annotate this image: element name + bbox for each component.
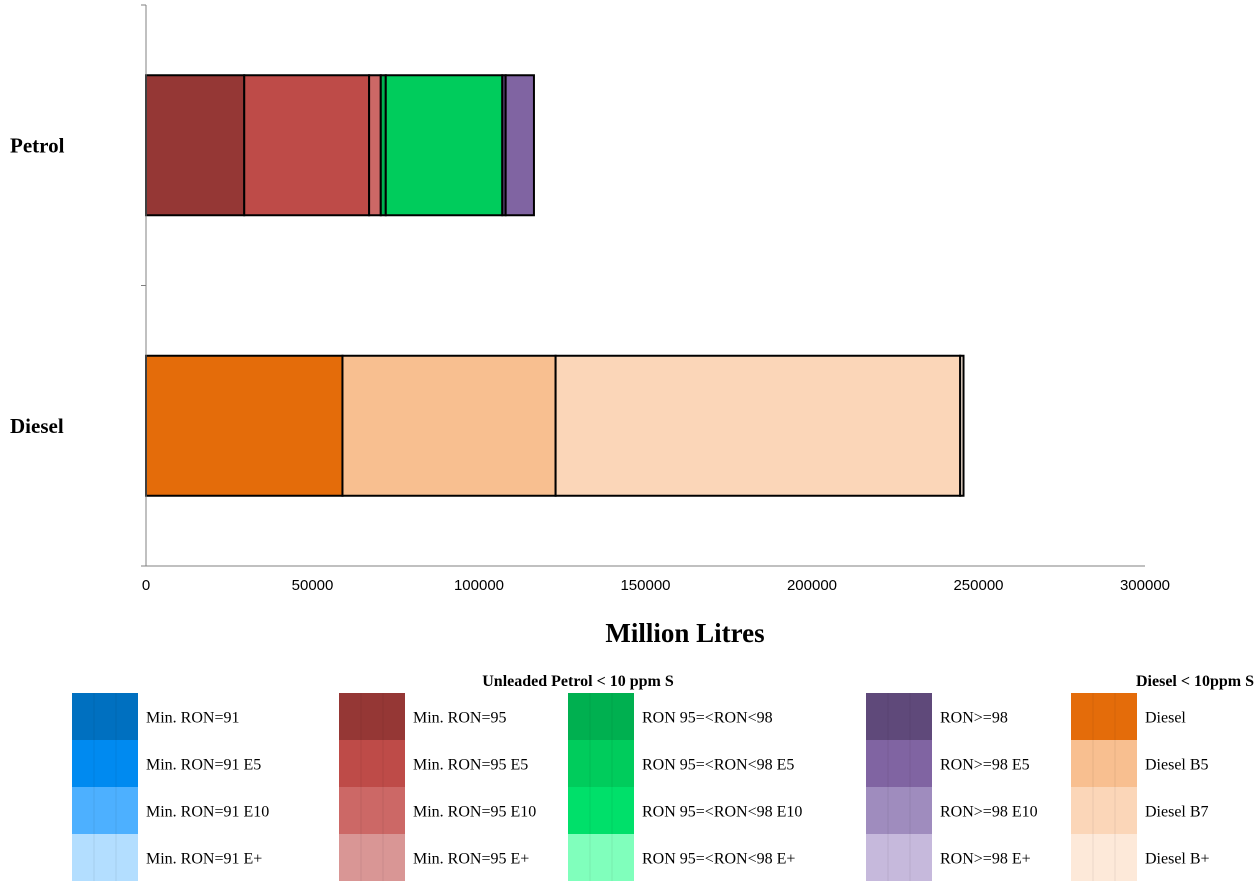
x-tick-label: 200000 (787, 577, 837, 594)
legend-item-ron-98-e5: RON>=98 E5 (866, 740, 1030, 787)
category-label-petrol: Petrol (10, 133, 65, 157)
legend-swatch (72, 787, 138, 834)
legend-swatch (568, 740, 634, 787)
bar-diesel-diesel-b (959, 354, 965, 497)
legend-swatch (568, 834, 634, 881)
bar-petrol-ron-98-e5 (504, 74, 535, 217)
legend-item-min-ron-95-e10: Min. RON=95 E10 (339, 787, 536, 834)
category-labels: Petrol Diesel (10, 133, 65, 438)
legend-label: RON 95=<RON<98 E+ (642, 851, 795, 868)
bars-layer (145, 74, 965, 497)
bar-petrol-min-ron-95 (145, 74, 246, 217)
bar-diesel-diesel (145, 354, 344, 497)
legend-swatch (72, 693, 138, 740)
legend-label: Diesel B+ (1145, 851, 1210, 868)
x-tick-label: 100000 (454, 577, 504, 594)
legend-item-diesel: Diesel (1071, 693, 1186, 740)
legend-label: Min. RON=91 E5 (146, 757, 261, 774)
legend-swatch (72, 834, 138, 881)
legend-item-ron-95-ron-98-e10: RON 95=<RON<98 E10 (568, 787, 802, 834)
bar-petrol-min-ron-95-e5 (243, 74, 371, 217)
x-tick-label: 300000 (1120, 577, 1170, 594)
legend-label: Min. RON=91 E10 (146, 804, 269, 821)
legend-label: Diesel (1145, 710, 1186, 727)
legend-item-ron-95-ron-98-e5: RON 95=<RON<98 E5 (568, 740, 794, 787)
legend-items: Min. RON=91 Min. RON=91 E5 Min. RON=91 E10… (72, 693, 1210, 881)
legend-item-ron-95-ron-98-e: RON 95=<RON<98 E+ (568, 834, 795, 881)
legend-label: Min. RON=91 E+ (146, 851, 262, 868)
x-axis-title: Million Litres (605, 618, 764, 648)
legend-label: RON>=98 E10 (940, 804, 1038, 821)
legend-label: RON>=98 (940, 710, 1008, 727)
y-axis-ticks (141, 4, 146, 567)
x-tick-label: 0 (142, 577, 150, 594)
x-tick-label: 50000 (292, 577, 334, 594)
legend-group-title-diesel: Diesel < 10ppm S (1136, 673, 1254, 690)
legend-item-min-ron-95-e5: Min. RON=95 E5 (339, 740, 528, 787)
legend-label: RON>=98 E+ (940, 851, 1031, 868)
legend-label: Min. RON=91 (146, 710, 239, 727)
legend-item-ron-95-ron-98: RON 95=<RON<98 (568, 693, 773, 740)
legend-swatch (339, 740, 405, 787)
legend-label: Min. RON=95 E5 (413, 757, 528, 774)
legend-item-ron-98-e: RON>=98 E+ (866, 834, 1031, 881)
legend-swatch (339, 834, 405, 881)
x-tick-label: 150000 (620, 577, 670, 594)
legend-label: Min. RON=95 (413, 710, 506, 727)
legend-swatch (866, 787, 932, 834)
x-tick-label: 250000 (953, 577, 1003, 594)
legend-label: Min. RON=95 E+ (413, 851, 529, 868)
legend-item-min-ron-95-e: Min. RON=95 E+ (339, 834, 529, 881)
legend-label: RON 95=<RON<98 E5 (642, 757, 794, 774)
legend-item-min-ron-91-e10: Min. RON=91 E10 (72, 787, 269, 834)
bar-diesel-diesel-b7 (554, 354, 962, 497)
legend-item-min-ron-95: Min. RON=95 (339, 693, 506, 740)
legend-swatch (1071, 787, 1137, 834)
legend-group-title-petrol: Unleaded Petrol < 10 ppm S (482, 673, 674, 690)
plot-area: Petrol Diesel 0 50000 100000 150000 200000 250… (10, 4, 1170, 594)
legend-label: RON 95=<RON<98 E10 (642, 804, 802, 821)
legend-swatch (1071, 740, 1137, 787)
x-tick-labels: 0 50000 100000 150000 200000 250000 300000 (142, 577, 1170, 594)
legend-swatch (866, 834, 932, 881)
legend-swatch (866, 740, 932, 787)
legend-item-ron-98: RON>=98 (866, 693, 1008, 740)
legend-label: Diesel B5 (1145, 757, 1209, 774)
legend-item-min-ron-91: Min. RON=91 (72, 693, 239, 740)
legend-swatch (339, 787, 405, 834)
bar-petrol-ron-95-ron-98-e5 (384, 74, 504, 217)
legend-swatch (339, 693, 405, 740)
bar-petrol-min-ron-95-e10 (368, 74, 382, 217)
legend-item-diesel-b: Diesel B+ (1071, 834, 1210, 881)
legend-item-diesel-b7: Diesel B7 (1071, 787, 1209, 834)
legend-label: Diesel B7 (1145, 804, 1209, 821)
category-label-diesel: Diesel (10, 414, 64, 438)
legend-swatch (1071, 834, 1137, 881)
legend: Unleaded Petrol < 10 ppm S Diesel < 10pp… (72, 673, 1254, 881)
legend-item-min-ron-91-e: Min. RON=91 E+ (72, 834, 262, 881)
legend-swatch (568, 787, 634, 834)
legend-label: RON>=98 E5 (940, 757, 1030, 774)
legend-swatch (866, 693, 932, 740)
legend-item-min-ron-91-e5: Min. RON=91 E5 (72, 740, 261, 787)
legend-label: Min. RON=95 E10 (413, 804, 536, 821)
legend-item-diesel-b5: Diesel B5 (1071, 740, 1209, 787)
bar-diesel-diesel-b5 (341, 354, 557, 497)
legend-swatch (1071, 693, 1137, 740)
legend-item-ron-98-e10: RON>=98 E10 (866, 787, 1038, 834)
legend-swatch (72, 740, 138, 787)
legend-swatch (568, 693, 634, 740)
legend-label: RON 95=<RON<98 (642, 710, 773, 727)
